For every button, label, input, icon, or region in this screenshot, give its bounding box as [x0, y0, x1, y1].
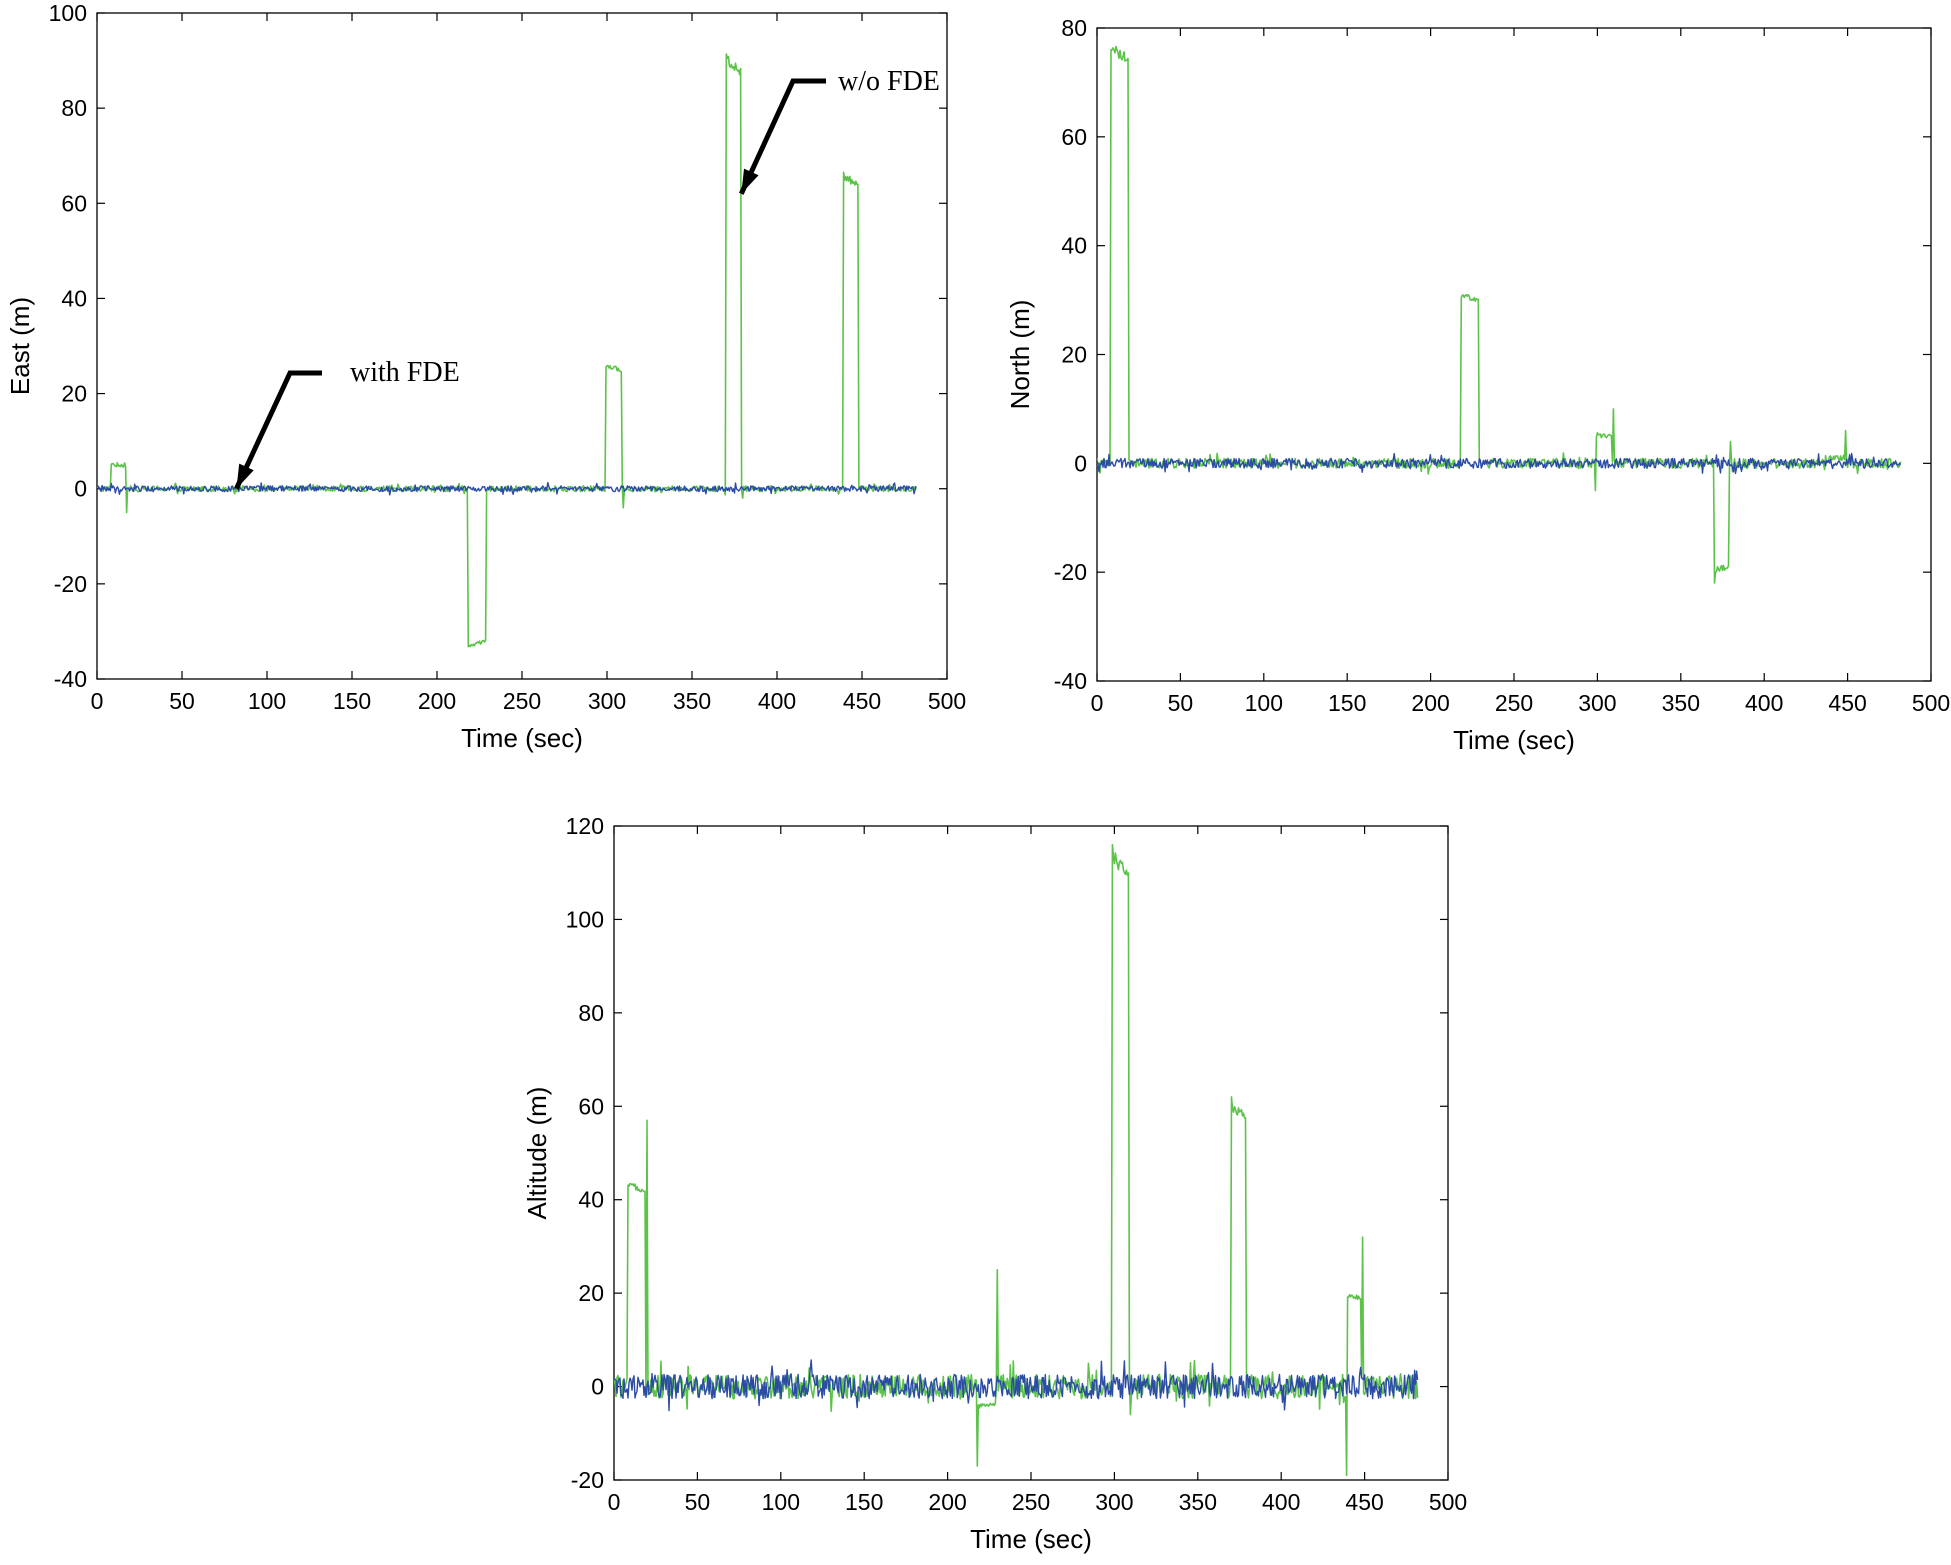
- north-y-tick-label: 20: [1061, 342, 1087, 368]
- east-x-tick-label: 400: [758, 688, 796, 714]
- altitude-y-tick-label: 0: [591, 1374, 604, 1400]
- east-x-tick-label: 350: [673, 688, 711, 714]
- north-y-tick-label: 60: [1061, 124, 1087, 150]
- east-y-tick-label: 100: [49, 0, 87, 26]
- east-y-tick-label: 40: [61, 285, 87, 311]
- north-series-with-fde-line: [1097, 452, 1902, 475]
- east-x-tick-label: 250: [503, 688, 541, 714]
- altitude-x-tick-label: 150: [845, 1489, 883, 1515]
- north-x-tick-label: 200: [1411, 690, 1449, 716]
- east-y-tick-label: -40: [54, 666, 87, 692]
- panel-north-chart: 0 50 100 150 200 250 300 350 400 450 500 -40 -20 0 20 4…: [1005, 15, 1950, 755]
- north-x-axis-label: Time (sec): [1453, 725, 1575, 755]
- east-axes-frame: [96, 12, 948, 680]
- east-y-axis-label: East (m): [5, 297, 35, 395]
- north-y-tick-label: -40: [1054, 668, 1087, 694]
- panel-east-chart: 0 50 100 150 200 250 300 350 400 450 500 -40 -20 0 20 4…: [5, 0, 966, 753]
- north-x-tick-label: 0: [1091, 690, 1104, 716]
- east-y-tick-label: -20: [54, 571, 87, 597]
- north-x-tick-label: 400: [1745, 690, 1783, 716]
- altitude-x-tick-label: 100: [762, 1489, 800, 1515]
- altitude-y-tick-label: 120: [566, 813, 604, 839]
- north-y-tick-label: 80: [1061, 15, 1087, 41]
- annotation-label: with FDE: [350, 357, 460, 388]
- altitude-x-tick-label: 300: [1095, 1489, 1133, 1515]
- north-x-tick-label: 100: [1245, 690, 1283, 716]
- altitude-x-tick-label: 250: [1012, 1489, 1050, 1515]
- north-y-tick-label: 40: [1061, 233, 1087, 259]
- annotation-arrow: [739, 78, 826, 195]
- east-series-with-fde-line: [97, 481, 917, 496]
- north-x-tick-label: 450: [1828, 690, 1866, 716]
- altitude-x-tick-label: 50: [685, 1489, 711, 1515]
- altitude-x-axis-label: Time (sec): [970, 1524, 1092, 1554]
- altitude-y-axis-label: Altitude (m): [522, 1087, 552, 1220]
- north-x-tick-label: 50: [1168, 690, 1194, 716]
- annotation-arrow: [234, 370, 322, 490]
- annotation-arrowhead: [236, 463, 254, 489]
- altitude-y-tick-label: 20: [578, 1280, 604, 1306]
- annotation-label: w/o FDE: [838, 66, 940, 97]
- east-y-tick-label: 60: [61, 190, 87, 216]
- altitude-y-tick-label: -20: [571, 1467, 604, 1493]
- east-x-tick-label: 200: [418, 688, 456, 714]
- east-x-tick-label: 0: [91, 688, 104, 714]
- north-y-tick-label: 0: [1074, 450, 1087, 476]
- north-x-tick-label: 150: [1328, 690, 1366, 716]
- east-y-tick-label: 80: [61, 95, 87, 121]
- north-y-tick-label: -20: [1054, 559, 1087, 585]
- north-x-tick-label: 250: [1495, 690, 1533, 716]
- north-x-tick-label: 350: [1662, 690, 1700, 716]
- altitude-y-tick-label: 100: [566, 906, 604, 932]
- north-x-tick-label: 500: [1912, 690, 1950, 716]
- east-x-axis-label: Time (sec): [461, 723, 583, 753]
- east-x-tick-label: 100: [248, 688, 286, 714]
- altitude-x-tick-label: 350: [1179, 1489, 1217, 1515]
- east-series-without-fde-line: [97, 53, 917, 648]
- east-x-tick-label: 300: [588, 688, 626, 714]
- altitude-y-tick-label: 80: [578, 1000, 604, 1026]
- north-x-tick-label: 300: [1578, 690, 1616, 716]
- east-x-tick-label: 450: [843, 688, 881, 714]
- panel-altitude-chart: 0 50 100 150 200 250 300 350 400 450 500-200204060…: [522, 813, 1467, 1554]
- north-series-without-fde-line: [1097, 45, 1902, 584]
- east-x-tick-label: 50: [169, 688, 195, 714]
- altitude-x-tick-label: 400: [1262, 1489, 1300, 1515]
- north-axes-frame: [1096, 27, 1932, 682]
- altitude-x-tick-label: 200: [928, 1489, 966, 1515]
- annotation-arrowhead: [741, 168, 759, 194]
- altitude-y-tick-label: 60: [578, 1093, 604, 1119]
- altitude-y-tick-label: 40: [578, 1187, 604, 1213]
- east-y-tick-label: 20: [61, 381, 87, 407]
- altitude-x-tick-label: 0: [608, 1489, 621, 1515]
- altitude-x-tick-label: 450: [1345, 1489, 1383, 1515]
- north-y-axis-label: North (m): [1005, 300, 1035, 410]
- east-x-tick-label: 500: [928, 688, 966, 714]
- altitude-series-with-fde-line: [614, 1359, 1419, 1412]
- east-y-tick-label: 0: [74, 476, 87, 502]
- altitude-x-tick-label: 500: [1429, 1489, 1467, 1515]
- east-x-tick-label: 150: [333, 688, 371, 714]
